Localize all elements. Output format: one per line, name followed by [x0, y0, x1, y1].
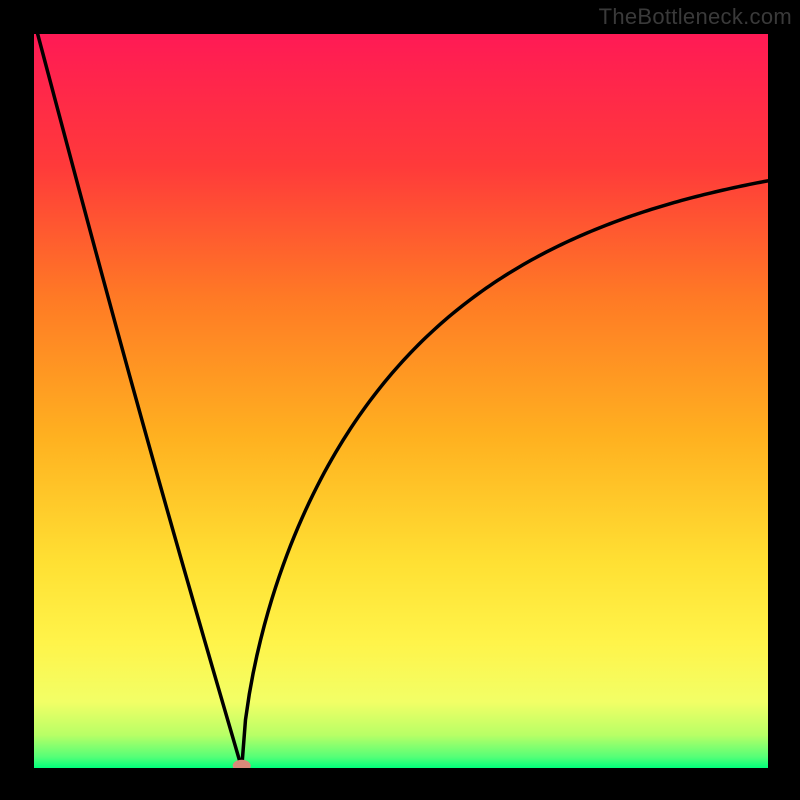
gradient-background	[34, 34, 768, 768]
plot-area	[34, 34, 768, 768]
plot-svg	[34, 34, 768, 768]
watermark-text: TheBottleneck.com	[599, 4, 792, 30]
chart-container: TheBottleneck.com	[0, 0, 800, 800]
